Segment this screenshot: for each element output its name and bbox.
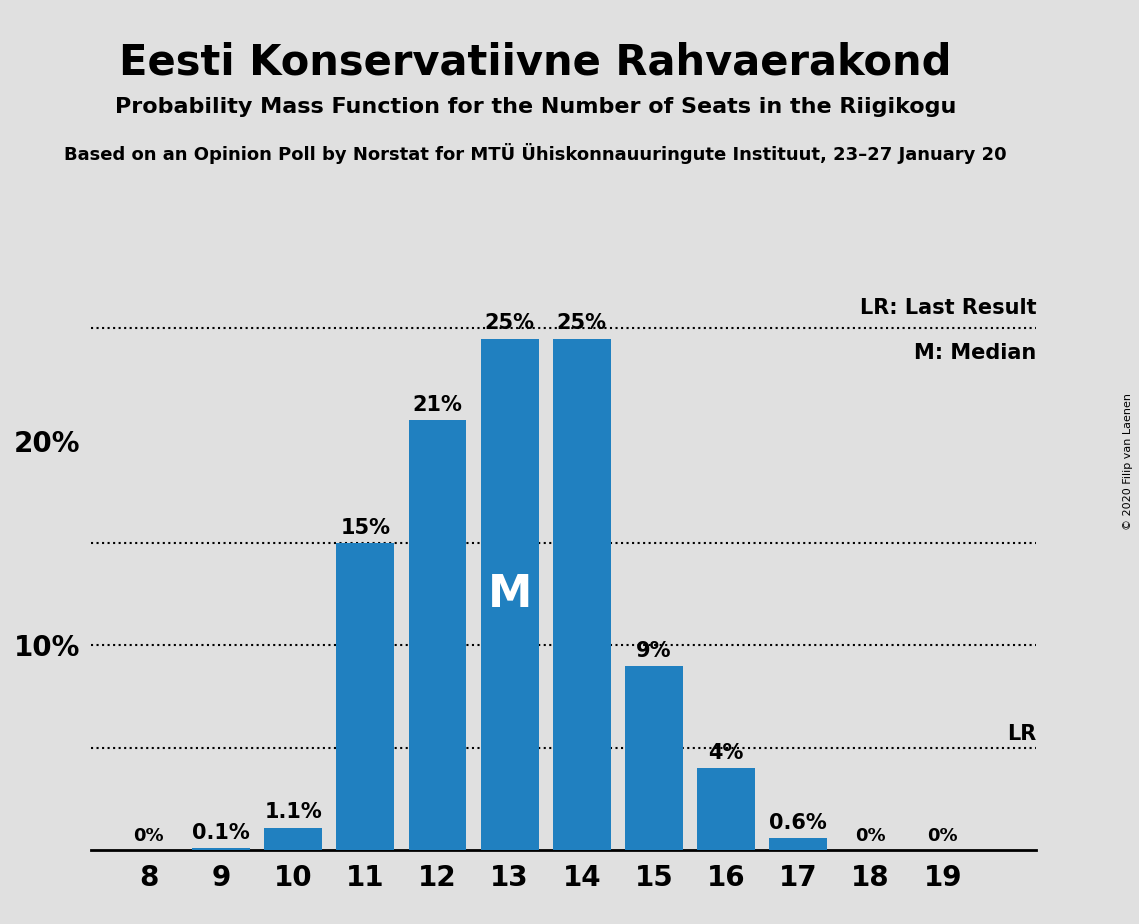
- Bar: [552, 338, 611, 850]
- Text: 1.1%: 1.1%: [264, 802, 322, 822]
- Bar: [770, 838, 827, 850]
- Text: 0%: 0%: [927, 827, 958, 845]
- Bar: [625, 666, 683, 850]
- Text: LR: Last Result: LR: Last Result: [860, 298, 1036, 318]
- Text: Based on an Opinion Poll by Norstat for MTÜ Ühiskonnauuringute Instituut, 23–27 : Based on an Opinion Poll by Norstat for …: [64, 143, 1007, 164]
- Text: Eesti Konservatiivne Rahvaerakond: Eesti Konservatiivne Rahvaerakond: [120, 42, 951, 83]
- Bar: [697, 768, 755, 850]
- Text: M: Median: M: Median: [915, 343, 1036, 363]
- Text: 4%: 4%: [708, 743, 744, 763]
- Bar: [192, 848, 249, 850]
- Text: Probability Mass Function for the Number of Seats in the Riigikogu: Probability Mass Function for the Number…: [115, 97, 956, 117]
- Text: 0.1%: 0.1%: [192, 823, 249, 843]
- Text: 15%: 15%: [341, 518, 391, 538]
- Bar: [481, 338, 539, 850]
- Bar: [336, 543, 394, 850]
- Text: 25%: 25%: [485, 313, 534, 334]
- Text: 0%: 0%: [855, 827, 886, 845]
- Text: M: M: [487, 573, 532, 615]
- Text: 21%: 21%: [412, 395, 462, 415]
- Text: © 2020 Filip van Laenen: © 2020 Filip van Laenen: [1123, 394, 1133, 530]
- Text: 9%: 9%: [637, 641, 672, 661]
- Text: 0%: 0%: [133, 827, 164, 845]
- Text: 0.6%: 0.6%: [770, 813, 827, 833]
- Bar: [409, 420, 466, 850]
- Text: 25%: 25%: [557, 313, 607, 334]
- Bar: [264, 828, 322, 850]
- Text: LR: LR: [1007, 723, 1036, 744]
